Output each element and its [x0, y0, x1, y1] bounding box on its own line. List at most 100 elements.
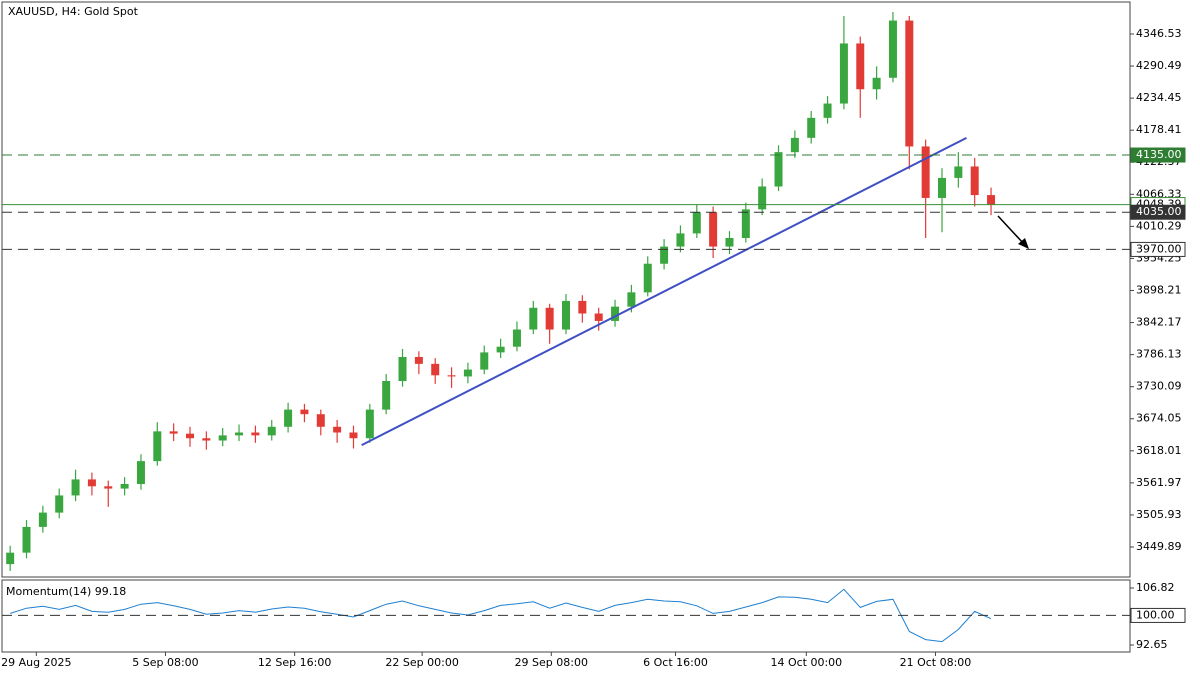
price-panel	[1, 1, 1131, 578]
y-tick-label: 3618.01	[1136, 444, 1182, 457]
candle-body	[169, 431, 178, 434]
momentum-line	[10, 588, 992, 643]
candle-body	[562, 300, 570, 330]
y-tick-label: 3505.93	[1136, 508, 1182, 521]
y-tick-label: 4010.29	[1136, 219, 1182, 232]
candle-body	[480, 352, 489, 370]
chart-title: XAUUSD, H4: Gold Spot	[8, 5, 139, 18]
candle-body	[545, 307, 554, 330]
candle-body	[267, 426, 276, 436]
candle-body	[87, 479, 96, 487]
level-box	[1130, 241, 1186, 257]
candle-body	[758, 186, 767, 210]
candle-body	[938, 177, 946, 198]
candle-body	[807, 117, 816, 138]
candle-body	[856, 43, 865, 90]
candle-body	[235, 432, 244, 436]
candle-body	[202, 438, 211, 441]
y-tick-label: 3561.97	[1136, 476, 1182, 489]
y-tick-label: 106.82	[1136, 581, 1175, 594]
candle-body	[38, 512, 47, 527]
candle-body	[6, 552, 15, 565]
candle-body	[431, 363, 440, 376]
indicator-title: Momentum(14) 99.18	[6, 585, 126, 598]
candle-body	[888, 20, 897, 78]
candle-body	[251, 432, 260, 436]
candle-body	[725, 237, 734, 247]
candle-body	[676, 233, 685, 247]
candle-body	[611, 306, 620, 321]
candle-body	[790, 137, 799, 153]
level-box	[1130, 204, 1186, 220]
x-tick-label: 21 Oct 08:00	[900, 656, 972, 669]
candle-body	[316, 414, 325, 427]
candle-body	[709, 212, 718, 247]
candle-body	[447, 375, 456, 377]
candle-body	[382, 381, 391, 410]
candle-body	[333, 426, 342, 433]
candle-body	[349, 432, 358, 439]
candle-body	[774, 152, 783, 187]
candle-body	[987, 195, 996, 205]
candle-body	[921, 146, 930, 198]
level-label: 4035.00	[1136, 205, 1182, 218]
y-tick-label: 92.65	[1136, 638, 1168, 651]
x-tick-label: 29 Aug 2025	[1, 656, 71, 669]
candle-body	[218, 435, 227, 441]
y-tick-label: 4290.49	[1136, 59, 1182, 72]
candle-body	[905, 20, 914, 147]
candle-body	[22, 526, 31, 553]
candle-body	[186, 433, 194, 439]
candle-body	[954, 166, 963, 178]
y-tick-label: 3786.13	[1136, 348, 1182, 361]
candle-body	[692, 212, 701, 234]
y-tick-label: 4066.33	[1136, 187, 1182, 200]
candle-body	[512, 329, 521, 347]
candle-body	[104, 486, 113, 489]
plot-layer: 3449.89 3505.93 3561.97 3618.01 3674.05 3730.…	[1, 11, 1186, 669]
candle-body	[872, 77, 881, 90]
trendline	[361, 136, 967, 446]
candle-body	[594, 313, 603, 321]
level-box	[1130, 607, 1186, 623]
y-tick-label: 3674.05	[1136, 412, 1182, 425]
y-tick-label: 4234.45	[1136, 91, 1182, 104]
level-label: 3970.00	[1136, 242, 1182, 255]
y-tick-label: 3898.21	[1136, 283, 1182, 296]
candle-body	[496, 346, 505, 353]
level-label: 4135.00	[1136, 148, 1182, 161]
candle-body	[365, 409, 374, 439]
candle-body	[414, 356, 423, 364]
x-tick-label: 29 Sep 08:00	[515, 656, 588, 669]
candle-body	[529, 307, 538, 330]
candle-body	[463, 369, 472, 377]
candle-body	[660, 246, 669, 264]
candle-body	[741, 209, 750, 238]
momentum-panel	[1, 579, 1131, 653]
x-tick-label: 5 Sep 08:00	[132, 656, 198, 669]
candle-body	[643, 263, 652, 293]
level-label: 100.00	[1136, 608, 1175, 621]
candle-body	[627, 292, 636, 307]
candle-body	[55, 495, 64, 513]
candle-body	[153, 431, 162, 462]
arrow	[997, 215, 1025, 245]
candle-body	[970, 166, 979, 196]
y-tick-label: 3730.09	[1136, 380, 1182, 393]
candle-body	[823, 103, 832, 118]
candle-body	[578, 300, 587, 314]
candle-body	[300, 409, 309, 415]
candle-body	[120, 483, 129, 489]
x-tick-label: 22 Sep 00:00	[385, 656, 458, 669]
candle-body	[284, 409, 293, 427]
candle-body	[398, 356, 407, 382]
level-box	[1130, 147, 1186, 163]
x-tick-label: 6 Oct 16:00	[643, 656, 708, 669]
arrow-head	[1018, 238, 1029, 249]
x-tick-label: 12 Sep 16:00	[258, 656, 331, 669]
y-tick-label: 3842.17	[1136, 316, 1182, 329]
y-tick-label: 4346.53	[1136, 27, 1182, 40]
y-tick-label: 3449.89	[1136, 540, 1182, 553]
x-tick-label: 14 Oct 00:00	[770, 656, 842, 669]
